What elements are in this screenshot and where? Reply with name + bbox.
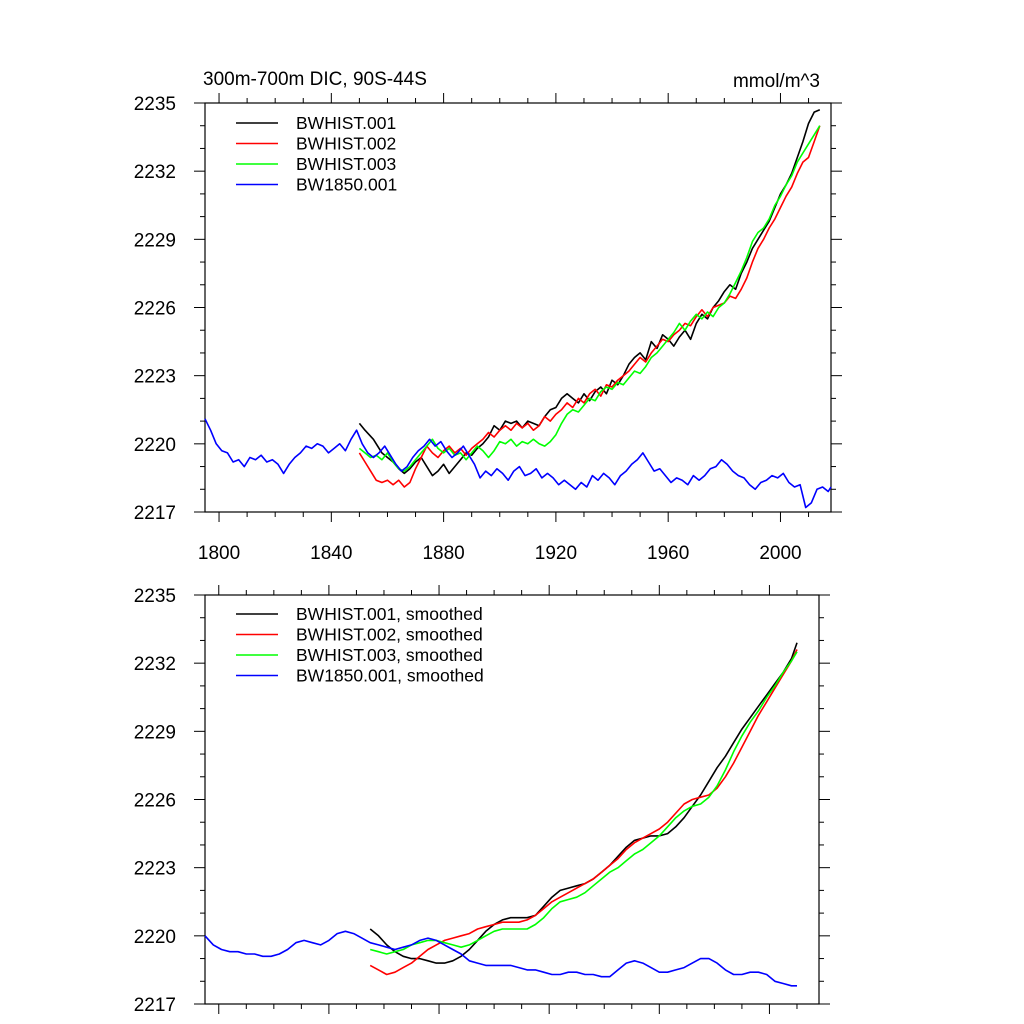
x-tick-label: 2000 (759, 543, 801, 564)
y-tick-label: 2232 (134, 654, 176, 675)
y-tick-label: 2229 (134, 230, 176, 251)
series-line-1 (369, 642, 798, 964)
legend-label: BW1850.001, smoothed (296, 666, 484, 686)
y-tick-label: 2217 (134, 995, 176, 1016)
y-tick-label: 2220 (134, 435, 176, 456)
legend-label: BWHIST.002, smoothed (296, 625, 483, 645)
series-line-3 (369, 651, 798, 955)
x-tick-label: 1920 (535, 543, 577, 564)
legend-label: BWHIST.001 (296, 113, 396, 133)
legend-label: BWHIST.003 (296, 154, 396, 174)
y-tick-label: 2223 (134, 367, 176, 388)
y-tick-label: 2229 (134, 722, 176, 743)
series-line-1 (358, 109, 821, 477)
x-tick-label: 1840 (310, 543, 352, 564)
x-tick-label: 1960 (647, 543, 689, 564)
y-tick-label: 2220 (134, 927, 176, 948)
y-tick-label: 2217 (134, 503, 176, 524)
legend-label: BWHIST.002 (296, 134, 396, 154)
y-tick-label: 2226 (134, 791, 176, 812)
y-tick-label: 2235 (134, 586, 176, 607)
chart-title: 300m-700m DIC, 90S-44S (203, 69, 427, 90)
panel-top: 1800 1840 1880 1920 1960 2000 2217 2220 2223 2226… (134, 93, 842, 564)
y-tick-label: 2226 (134, 299, 176, 320)
series-line-2 (358, 125, 821, 488)
x-tick-label: 1880 (422, 543, 464, 564)
series-line-4 (204, 418, 832, 509)
x-tick-label: 1800 (198, 543, 240, 564)
legend-label: BWHIST.001, smoothed (296, 604, 483, 624)
panel-bottom: 2217 2220 2223 2226 2229 2232 2235 BWHIST.001, … (134, 585, 830, 1016)
y-tick-label: 2232 (134, 162, 176, 183)
series-line-4 (204, 930, 797, 987)
y-tick-label: 2235 (134, 94, 176, 115)
legend-label: BWHIST.003, smoothed (296, 645, 483, 665)
series-line-2 (369, 649, 798, 976)
legend-label: BW1850.001 (296, 175, 397, 195)
units-label: mmol/m^3 (733, 71, 820, 92)
series-line-3 (358, 125, 821, 472)
y-tick-label: 2223 (134, 859, 176, 880)
